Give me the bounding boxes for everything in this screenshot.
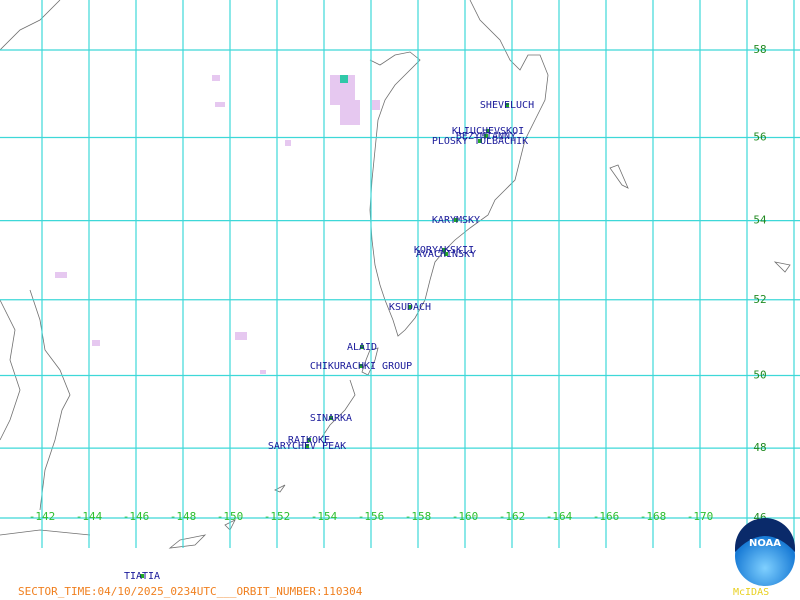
lat-label: 48 <box>753 441 766 454</box>
volcano-label: TIATIA <box>124 571 160 582</box>
software-label: McIDAS <box>733 587 769 598</box>
lon-label: -156 <box>358 510 385 523</box>
footer: SECTOR_TIME:04/10/2025_0234UTC___ORBIT_N… <box>18 585 363 598</box>
volcano-marker <box>484 134 488 138</box>
volcano-marker <box>486 129 490 133</box>
lat-label: 58 <box>753 43 766 56</box>
volcano-marker <box>307 438 311 442</box>
logo-text: NOAA <box>749 538 781 549</box>
lon-label: -160 <box>452 510 479 523</box>
lon-label: -158 <box>405 510 432 523</box>
volcano-label: KARYMSKY <box>432 215 480 226</box>
volcano-label: PLOSKY TOLBACHIK <box>432 136 528 147</box>
lon-label: -168 <box>640 510 667 523</box>
volcano-marker <box>442 248 446 252</box>
volcano-marker <box>454 218 458 222</box>
lon-label: -152 <box>264 510 291 523</box>
lat-label: 50 <box>753 368 766 381</box>
graticule <box>0 0 800 548</box>
lon-label: -142 <box>29 510 56 523</box>
lon-label: -164 <box>546 510 573 523</box>
volcano-label: AVACHINSKY <box>416 249 476 260</box>
volcano-marker <box>478 139 482 143</box>
volcano-marker <box>305 444 309 448</box>
lat-label: 56 <box>753 131 766 144</box>
labels: -142 -144 -146 -148 -150 -152 -154 -156 -158 -160… <box>29 43 767 582</box>
clouds <box>55 75 380 374</box>
volcano-label: KORYAKSKII <box>414 245 474 256</box>
volcano-marker <box>360 345 364 349</box>
lon-label: -144 <box>76 510 103 523</box>
lon-label: -162 <box>499 510 526 523</box>
lon-label: -146 <box>123 510 150 523</box>
volcano-label: KLIUCHEVSKOI <box>452 126 524 137</box>
lon-label: -154 <box>311 510 338 523</box>
volcano-marker <box>140 574 144 578</box>
lon-label: -166 <box>593 510 620 523</box>
volcano-marker <box>505 103 509 107</box>
volcano-label: BEZYMIANNY <box>456 131 516 142</box>
volcano-label: SINARKA <box>310 413 352 424</box>
volcano-label: SARYCHEV PEAK <box>268 441 346 452</box>
lon-label: -148 <box>170 510 197 523</box>
lat-label: 52 <box>753 293 766 306</box>
noaa-logo: NOAA <box>735 518 795 586</box>
volcano-label: SHEVELUCH <box>480 100 534 111</box>
volcano-label: RAIKOKE <box>288 435 330 446</box>
volcano-label: KSUDACH <box>389 302 431 313</box>
volcano-marker <box>329 416 333 420</box>
volcano-marker <box>444 252 448 256</box>
volcano-label: ALAID <box>347 342 377 353</box>
lat-label: 54 <box>753 214 767 227</box>
volcano-label: CHIKURACHKI GROUP <box>310 361 412 372</box>
lon-label: -150 <box>217 510 244 523</box>
lon-label: -170 <box>687 510 714 523</box>
volcano-marker <box>408 305 412 309</box>
volcano-marker <box>359 364 363 368</box>
